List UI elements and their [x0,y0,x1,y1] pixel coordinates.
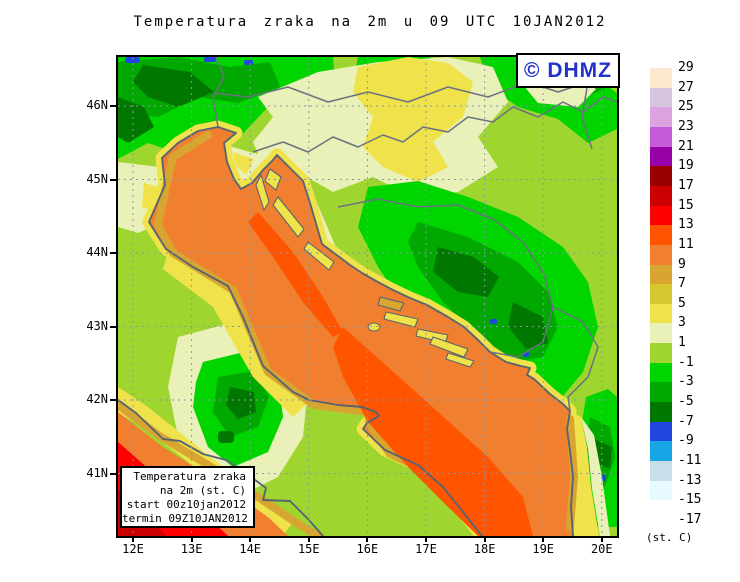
lon-tick-18E [483,536,486,542]
lon-label-19E: 19E [532,542,555,556]
colorbar-swatch-18 [650,421,672,442]
colorbar-tick--17: -17 [678,511,702,527]
colorbar-tick-17: 17 [678,177,694,193]
colorbar-tick-3: 3 [678,315,686,331]
lon-tick-15E [307,536,310,542]
colorbar-tick-27: 27 [678,79,694,95]
colorbar-swatch-4 [650,146,672,167]
colorbar-tick-1: 1 [678,335,686,351]
temperature-map [118,57,617,536]
page-title: Temperatura zraka na 2m u 09 UTC 10JAN20… [133,14,607,30]
dhmz-logo: © DHMZ [516,53,620,88]
colorbar-swatch-9 [650,244,672,265]
colorbar-swatch-1 [650,87,672,108]
lat-tick-41N [110,472,116,475]
colorbar-tick-9: 9 [678,256,686,272]
lon-tick-20E [600,536,603,542]
colorbar-swatch-22 [650,500,672,521]
colorbar-tick-23: 23 [678,118,694,134]
islands-layer [255,168,475,368]
coastline-layer [118,126,574,536]
colorbar-swatch-11 [650,284,672,305]
run-info-box: Temperatura zraka na 2m (st. C) start 00… [120,466,255,528]
lat-tick-45N [110,178,116,181]
colorbar-tick-13: 13 [678,217,694,233]
lat-label-45N: 45N [86,171,108,186]
colorbar-swatch-7 [650,205,672,226]
colorbar-swatch-14 [650,343,672,364]
lat-label-42N: 42N [86,392,108,406]
border-layer [212,57,617,412]
lon-tick-16E [366,536,369,542]
lat-label-41N: 41N [86,465,108,480]
lat-tick-44N [110,252,116,254]
colorbar-tick--1: -1 [678,354,694,370]
info-line-4: termin 09Z10JAN2012 [122,512,248,525]
colorbar-tick--7: -7 [678,413,694,429]
colorbar-swatch-21 [650,480,672,501]
lon-label-12E: 12E [122,542,144,556]
colorbar-tick-25: 25 [678,99,694,115]
colorbar-swatch-6 [650,185,672,207]
colorbar-tick--11: -11 [678,453,702,468]
dhmz-logo-text: © DHMZ [524,58,612,82]
colorbar-swatch-2 [650,107,672,128]
colorbar-swatch-19 [650,441,672,462]
colorbar-swatch-15 [650,362,672,383]
colorbar-tick--15: -15 [678,492,702,508]
lat-tick-43N [110,325,116,328]
colorbar-swatch-13 [650,323,672,344]
colorbar-tick--3: -3 [678,374,694,390]
colorbar-tick--13: -13 [678,472,702,488]
colorbar-tick-7: 7 [678,276,686,292]
colorbar-swatch-20 [650,461,672,482]
lon-label-17E: 17E [415,542,437,556]
lon-tick-13E [190,536,193,542]
colorbar-tick-11: 11 [678,236,694,252]
lon-label-15E: 15E [297,542,320,556]
colorbar-swatch-3 [650,126,672,148]
lon-label-18E: 18E [473,542,496,556]
colorbar-tick-19: 19 [678,158,694,174]
lon-tick-14E [249,536,252,542]
lon-label-16E: 16E [356,542,379,556]
colorbar-tick-15: 15 [678,197,694,213]
lat-label-43N: 43N [86,318,108,333]
colorbar-unit-label: (st. C) [646,531,693,544]
lat-label-44N: 44N [86,245,108,259]
colorbar-swatch-0 [650,68,672,89]
colorbar-tick-5: 5 [678,295,686,311]
colorbar-tick-29: 29 [678,60,694,75]
colorbar-swatch-12 [650,303,672,324]
info-line-1: Temperatura zraka [133,470,246,483]
colorbar-swatch-5 [650,166,672,187]
lon-label-13E: 13E [180,542,203,556]
lat-tick-42N [110,399,116,401]
colorbar-swatch-10 [650,264,672,285]
lon-label-20E: 20E [590,542,613,556]
lon-tick-19E [542,536,545,542]
colorbar-swatch-16 [650,382,672,403]
lon-label-14E: 14E [239,542,262,556]
info-line-3: start 00z10jan2012 [126,498,246,511]
colorbar-tick-21: 21 [678,138,694,154]
colorbar-tick--5: -5 [678,394,694,410]
colorbar-swatch-17 [650,402,672,423]
lat-label-46N: 46N [86,98,108,112]
colorbar-swatch-8 [650,225,672,246]
info-line-2: na 2m (st. C) [159,484,246,497]
lon-tick-17E [425,536,427,542]
lat-tick-46N [110,105,116,107]
colorbar-tick--9: -9 [678,433,694,449]
map-canvas [116,55,619,538]
lon-tick-12E [132,536,134,542]
